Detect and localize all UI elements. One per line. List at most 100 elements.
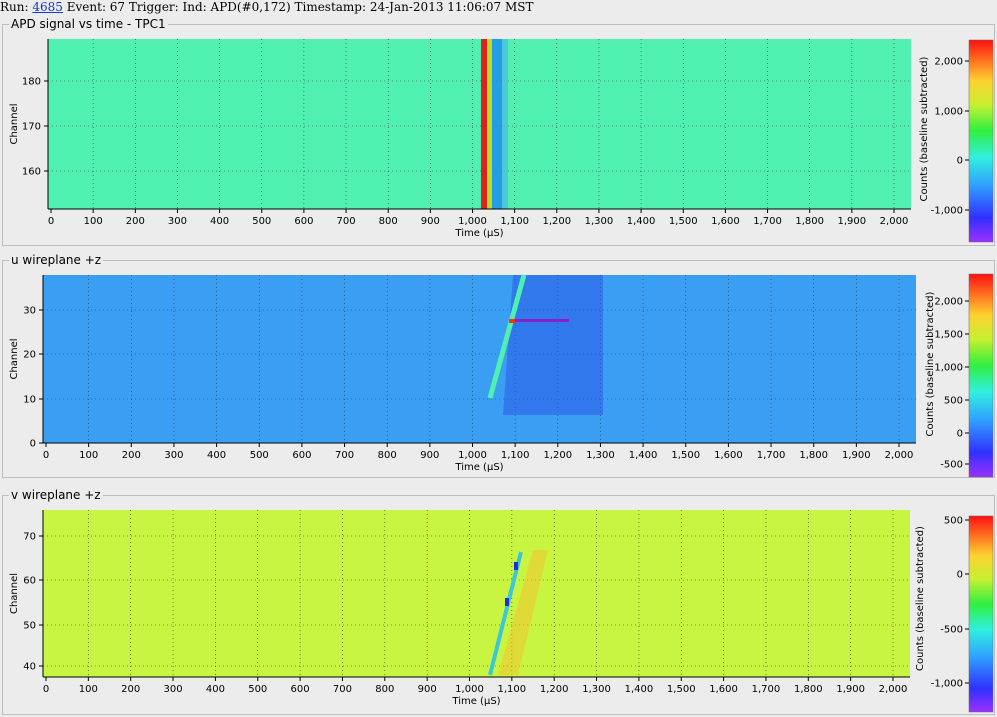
x-tick-label: 1,100 <box>500 216 529 227</box>
x-tick-label: 1,400 <box>625 684 654 695</box>
v-track <box>488 550 548 676</box>
u-wireplane-panel: u wireplane +z 0 100 200 300 400 500 600 700 800… <box>2 253 996 479</box>
x-tick-label: 600 <box>294 216 313 227</box>
x-tick-label: 1,200 <box>543 450 572 461</box>
x-tick-label: 1,600 <box>714 450 743 461</box>
y-tick-label: 30 <box>23 306 36 317</box>
apd-signal-band <box>481 39 508 209</box>
x-tick-label: 1,500 <box>669 216 698 227</box>
x-tick-label: 300 <box>164 450 183 461</box>
x-tick-label: 1,100 <box>501 450 530 461</box>
x-tick-label: 700 <box>337 216 356 227</box>
x-tick-label: 1,600 <box>709 684 738 695</box>
track-shadow <box>503 275 603 415</box>
x-tick-label: 900 <box>420 450 439 461</box>
z-axis-label: Counts (baseline subtracted) <box>915 526 926 671</box>
z-tick-label: 0 <box>957 570 963 581</box>
z-tick-label: 1,000 <box>934 363 963 374</box>
color-scale-bar <box>968 273 994 478</box>
x-tick-label: 800 <box>375 684 394 695</box>
x-tick-label: 2,000 <box>880 216 909 227</box>
x-tick-label: 0 <box>43 450 49 461</box>
color-scale-bar <box>968 515 994 713</box>
color-scale-bar <box>968 39 994 243</box>
z-axis-label: Counts (baseline subtracted) <box>919 56 930 201</box>
x-tick-label: 1,700 <box>757 450 786 461</box>
z-axis-label: Counts (baseline subtracted) <box>925 291 936 436</box>
x-tick-label: 1,900 <box>836 684 865 695</box>
x-axis-label: Time (µS) <box>454 462 503 473</box>
y-tick-label: 40 <box>23 662 36 673</box>
x-tick-label: 1,400 <box>627 216 656 227</box>
x-tick-label: 1,200 <box>540 684 569 695</box>
x-tick-label: 300 <box>164 684 183 695</box>
x-tick-label: 1,500 <box>671 450 700 461</box>
x-tick-label: 600 <box>292 450 311 461</box>
x-tick-label: 1,500 <box>667 684 696 695</box>
x-tick-label: 600 <box>291 684 310 695</box>
x-tick-label: 1,000 <box>458 450 487 461</box>
apd-signal-panel: APD signal vs time - TPC1 0 100 200 300 400 5… <box>2 17 996 247</box>
x-tick-label: 100 <box>84 216 103 227</box>
x-tick-label: 400 <box>210 216 229 227</box>
track-hit <box>509 319 515 323</box>
panel-title: APD signal vs time - TPC1 <box>9 17 168 31</box>
x-tick-label: 0 <box>48 216 54 227</box>
x-tick-label: 1,300 <box>586 450 615 461</box>
signal-stripe <box>502 39 508 209</box>
run-number-link[interactable]: 4685 <box>32 0 63 14</box>
x-tick-label: 300 <box>168 216 187 227</box>
y-tick-label: 10 <box>23 395 36 406</box>
panel-title: v wireplane +z <box>9 488 103 502</box>
x-tick-label: 1,600 <box>711 216 740 227</box>
signal-stripe <box>481 39 487 209</box>
x-tick-label: 100 <box>79 684 98 695</box>
z-tick-label: 2,000 <box>934 57 963 68</box>
x-tick-label: 1,700 <box>752 684 781 695</box>
track-hit <box>509 319 569 322</box>
x-tick-label: 200 <box>122 450 141 461</box>
y-tick-label: 170 <box>22 122 41 133</box>
x-tick-label: 1,400 <box>629 450 658 461</box>
apd-signal-plot[interactable]: 0 100 200 300 400 500 600 700 800 900 1,000 1,100 1,… <box>3 25 996 247</box>
y-tick-label: 160 <box>22 167 41 178</box>
y-tick-label: 180 <box>22 77 41 88</box>
signal-stripe <box>487 39 492 209</box>
y-axis-label: Channel <box>9 103 20 144</box>
x-tick-label: 1,300 <box>582 684 611 695</box>
z-tick-label: -500 <box>940 460 963 471</box>
v-wireplane-plot[interactable]: 0 100 200 300 400 500 600 700 800 900 1,000 1,100 1,… <box>3 496 996 716</box>
x-tick-label: 500 <box>248 684 267 695</box>
track-shadow <box>498 550 548 675</box>
run-label: Run: <box>0 0 29 14</box>
x-tick-label: 1,800 <box>799 450 828 461</box>
x-tick-label: 2,000 <box>885 450 914 461</box>
plot-area <box>43 510 910 677</box>
x-tick-label: 800 <box>378 450 397 461</box>
x-tick-label: 1,900 <box>842 450 871 461</box>
x-tick-label: 200 <box>121 684 140 695</box>
x-tick-label: 1,900 <box>838 216 867 227</box>
u-wireplane-plot[interactable]: 0 100 200 300 400 500 600 700 800 900 1,000 1,100 1,… <box>3 261 996 479</box>
track-hit <box>505 598 509 606</box>
x-tick-label: 0 <box>43 684 49 695</box>
track-hit <box>514 562 518 570</box>
panel-title: u wireplane +z <box>9 253 104 267</box>
event-header: Run: 4685 Event: 67 Trigger: Ind: APD(#0… <box>0 0 997 16</box>
x-tick-label: 2,000 <box>879 684 908 695</box>
plot-area <box>48 39 911 209</box>
x-tick-label: 400 <box>207 450 226 461</box>
signal-stripe <box>492 39 502 209</box>
x-tick-label: 500 <box>252 216 271 227</box>
z-tick-label: 500 <box>944 396 963 407</box>
y-axis-label: Channel <box>9 338 20 379</box>
x-tick-label: 200 <box>126 216 145 227</box>
y-tick-label: 50 <box>23 621 36 632</box>
z-tick-label: 1,500 <box>934 330 963 341</box>
z-tick-label: -1,000 <box>931 679 963 690</box>
event-info: Event: 67 Trigger: Ind: APD(#0,172) Time… <box>66 0 534 14</box>
x-tick-label: 400 <box>206 684 225 695</box>
y-tick-label: 20 <box>23 350 36 361</box>
x-tick-label: 800 <box>379 216 398 227</box>
x-tick-label: 100 <box>79 450 98 461</box>
